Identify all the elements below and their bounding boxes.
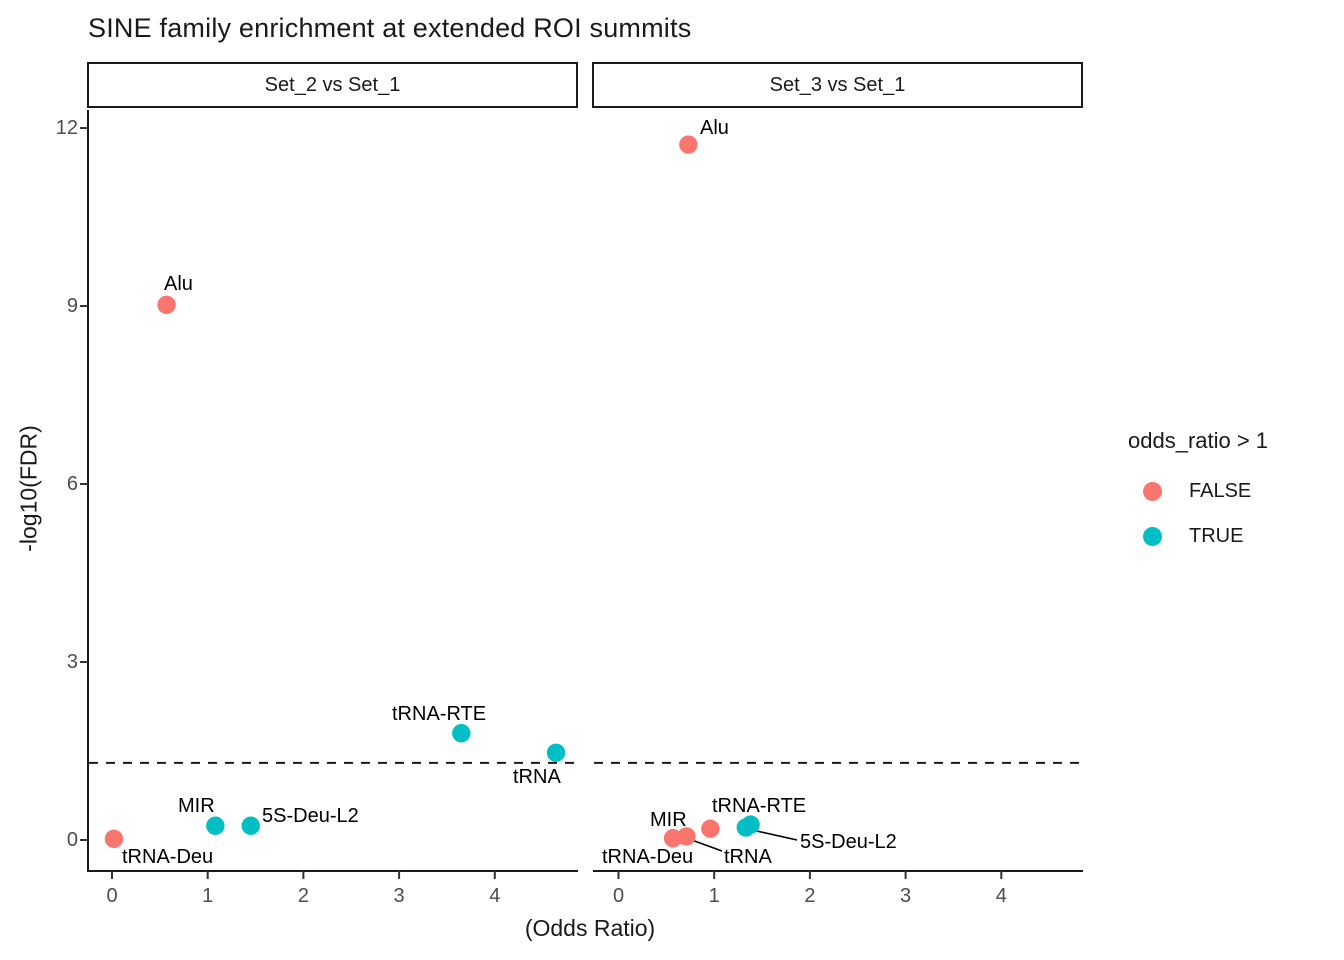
x-axis-title: (Odds Ratio) — [524, 915, 656, 941]
label-leader-line-trna — [688, 838, 723, 852]
y-tick-label: 0 — [66, 829, 78, 851]
x-tick-label: 4 — [489, 885, 501, 907]
plot-title: SINE family enrichment at extended ROI s… — [88, 13, 692, 43]
legend-title: odds_ratio > 1 — [1128, 428, 1269, 453]
legend-item-label: FALSE — [1189, 479, 1252, 502]
facet-strip-label: Set_3 vs Set_1 — [769, 73, 906, 96]
legend: odds_ratio > 1 FALSE TRUE — [1120, 425, 1344, 565]
x-tick-label: 2 — [804, 885, 816, 907]
data-point-alu — [679, 135, 698, 154]
point-label-mir: MIR — [178, 795, 215, 817]
legend-item-true: TRUE — [1120, 518, 1243, 554]
x-tick-label: 0 — [106, 885, 118, 907]
y-axis-title: -log10(FDR) — [15, 425, 42, 552]
data-point-trna-deu — [104, 829, 124, 849]
x-tick-label: 3 — [393, 885, 405, 907]
x-tick-label: 1 — [202, 885, 214, 907]
point-label-trna: tRNA — [724, 846, 772, 868]
x-tick-label: 1 — [708, 885, 720, 907]
data-point-trna-rte — [452, 724, 471, 743]
data-point-trna-deu — [663, 829, 683, 848]
data-point-mir — [206, 816, 225, 835]
data-point-5s-deu-l2 — [241, 816, 260, 835]
data-point-mir — [701, 819, 720, 838]
point-label-trna-rte: tRNA-RTE — [712, 795, 807, 817]
point-label-5s-deu-l2: 5S-Deu-L2 — [262, 805, 359, 827]
legend-item-label: TRUE — [1189, 524, 1244, 547]
y-tick-label: 6 — [66, 473, 78, 496]
legend-swatch-true — [1143, 526, 1162, 546]
point-label-mir: MIR — [650, 809, 687, 831]
x-tick-label: 3 — [900, 885, 912, 907]
data-point-trna — [677, 827, 696, 846]
point-label-trna-deu: tRNA-Deu — [122, 846, 214, 868]
x-tick-label: 0 — [612, 885, 625, 907]
legend-swatch-false — [1143, 481, 1162, 501]
legend-item-false: FALSE — [1120, 473, 1251, 509]
point-label-trna-deu: tRNA-Deu — [602, 846, 694, 868]
data-point-alu — [157, 295, 176, 315]
data-point-trna — [546, 743, 566, 762]
x-tick-label: 2 — [297, 885, 309, 907]
point-label-trna-rte: tRNA-RTE — [392, 703, 487, 725]
facet-strip-label: Set_2 vs Set_1 — [264, 73, 401, 96]
point-label-alu: Alu — [700, 117, 729, 139]
point-label-trna: tRNA — [513, 766, 561, 788]
facet-strip-set2-vs-set1: Set_2 vs Set_1 — [87, 62, 578, 108]
y-tick-label: 3 — [66, 651, 78, 673]
label-leader-line-5s-deu-l2 — [751, 829, 798, 841]
y-tick-label: 9 — [66, 295, 78, 318]
y-tick-label: 12 — [55, 117, 78, 140]
x-tick-label: 4 — [995, 885, 1007, 907]
data-point-trna-rte — [741, 815, 760, 834]
point-label-alu: Alu — [164, 273, 193, 295]
point-label-5s-deu-l2: 5S-Deu-L2 — [800, 831, 897, 853]
facet-strip-set3-vs-set1: Set_3 vs Set_1 — [592, 62, 1083, 108]
